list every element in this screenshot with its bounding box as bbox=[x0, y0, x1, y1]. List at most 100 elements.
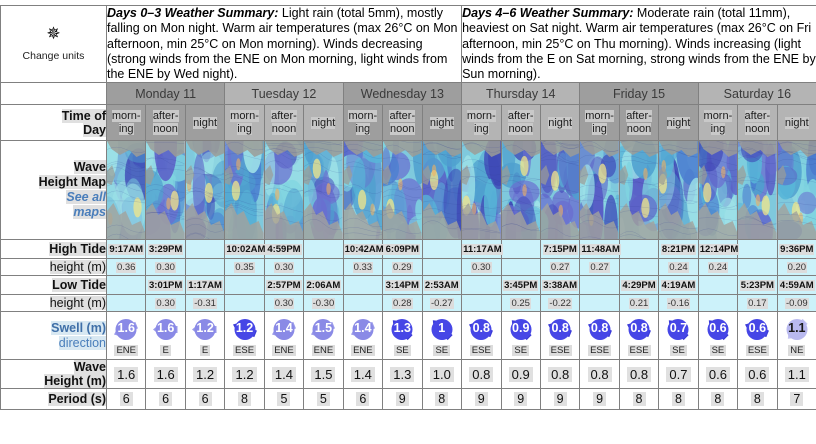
low-tide-time-cell-0 bbox=[105, 275, 147, 296]
low-tide-time-cell-7: 3:14PM bbox=[382, 275, 423, 296]
swell-direction-arrow-icon-3 bbox=[225, 315, 265, 344]
high-tide-time-cell-1: 3:29PM bbox=[145, 239, 186, 260]
wave-height-map-thumbnail-6[interactable] bbox=[342, 140, 384, 241]
swell-label: Swell (m) direction bbox=[0, 311, 107, 361]
day-header-0[interactable]: Monday 11 bbox=[105, 82, 226, 106]
swell-direction-value-16: ESE bbox=[745, 344, 769, 356]
wave-height-value-cell-3: 1.2 bbox=[224, 359, 265, 390]
wave-height-map-thumbnail-15[interactable] bbox=[697, 140, 739, 241]
low-tide-time-cell-16: 5:23PM bbox=[737, 275, 778, 296]
swell-arrow-container-12: 0.8 bbox=[580, 314, 618, 345]
wave-height-map-thumbnail-13[interactable] bbox=[618, 140, 660, 241]
low-tide-time-cell-17: 4:59AM bbox=[776, 275, 816, 296]
wave-height-map-thumbnail-0[interactable] bbox=[105, 140, 147, 241]
swell-arrow-container-6: 1.4 bbox=[344, 314, 382, 345]
wave-height-map-thumbnail-8[interactable] bbox=[421, 140, 463, 241]
wave-height-map-thumbnail-14[interactable] bbox=[658, 140, 699, 241]
period-label-text: Period (s) bbox=[48, 392, 106, 407]
period-value-cell-10: 9 bbox=[500, 388, 541, 411]
wave-height-map-thumbnail-12[interactable] bbox=[579, 140, 620, 241]
swell-height-value-10: 0.9 bbox=[512, 321, 530, 336]
high-tide-height-cell-9: 0.30 bbox=[461, 258, 502, 277]
swell-cell-2: 1.2 E bbox=[184, 311, 226, 361]
swell-height-value-15: 0.6 bbox=[709, 321, 727, 336]
swell-direction-arrow-icon-4 bbox=[264, 315, 304, 344]
low-tide-label-text: Low Tide bbox=[52, 278, 106, 293]
high-tide-height-cell-1: 0.30 bbox=[145, 258, 186, 277]
high-tide-height-cell-6: 0.33 bbox=[342, 258, 384, 277]
low-tide-time-cell-14: 4:19AM bbox=[658, 275, 699, 296]
low-tide-height-cell-8: -0.27 bbox=[421, 294, 463, 313]
see-all-maps-link-line1[interactable]: See all bbox=[66, 190, 106, 205]
time-of-day-label: Time of Day bbox=[0, 104, 107, 142]
wave-height-value-cell-5: 1.5 bbox=[303, 359, 344, 390]
swell-cell-4: 1.4 ENE bbox=[263, 311, 305, 361]
wave-height-value-cell-12: 0.8 bbox=[579, 359, 620, 390]
swell-arrow-container-11: 0.8 bbox=[541, 314, 579, 345]
wave-height-map-thumbnail-3[interactable] bbox=[224, 140, 265, 241]
wave-height-map-thumbnail-17[interactable] bbox=[776, 140, 816, 241]
period-value-cell-13: 8 bbox=[618, 388, 660, 411]
day-header-4[interactable]: Friday 15 bbox=[579, 82, 699, 106]
swell-direction-value-9: ESE bbox=[469, 344, 493, 356]
swell-arrow-container-0: 1.6 bbox=[107, 314, 145, 345]
time-of-day-cell-15: morn-ing bbox=[697, 104, 739, 142]
wave-height-label-line1: Wave bbox=[73, 360, 106, 375]
period-value-cell-7: 9 bbox=[382, 388, 423, 411]
low-tide-height-cell-15 bbox=[697, 294, 739, 313]
high-tide-time-cell-4: 4:59PM bbox=[263, 239, 305, 260]
wave-height-map-thumbnail-16[interactable] bbox=[737, 140, 778, 241]
swell-height-value-12: 0.8 bbox=[590, 321, 609, 336]
swell-height-value-0: 1.6 bbox=[117, 321, 135, 336]
wave-height-map-thumbnail-4[interactable] bbox=[263, 140, 305, 241]
swell-height-value-6: 1.4 bbox=[354, 321, 372, 336]
wave-height-map-thumbnail-5[interactable] bbox=[303, 140, 344, 241]
change-units-label: Change units bbox=[22, 50, 85, 63]
day-header-3[interactable]: Thursday 14 bbox=[461, 82, 581, 106]
time-of-day-cell-12: morn-ing bbox=[579, 104, 620, 142]
low-tide-height-cell-1: 0.30 bbox=[145, 294, 186, 313]
wave-height-map-thumbnail-1[interactable] bbox=[145, 140, 186, 241]
wave-height-map-thumbnail-7[interactable] bbox=[382, 140, 423, 241]
wave-height-map-thumbnail-2[interactable] bbox=[184, 140, 226, 241]
high-tide-time-cell-16 bbox=[737, 239, 778, 260]
swell-direction-value-1: E bbox=[160, 344, 171, 356]
high-tide-time-cell-14: 8:21PM bbox=[658, 239, 699, 260]
low-tide-row: Low Tide 3:01PM 1:17AM 2:57PM 2:06AM 3:14PM 2… bbox=[0, 275, 816, 296]
swell-arrow-container-1: 1.6 bbox=[146, 314, 184, 345]
time-of-day-cell-9: morn-ing bbox=[461, 104, 502, 142]
wave-height-map-thumbnail-9[interactable] bbox=[461, 140, 502, 241]
high-tide-time-cell-11: 7:15PM bbox=[539, 239, 581, 260]
high-tide-time-cell-2 bbox=[184, 239, 226, 260]
high-tide-height-cell-0: 0.36 bbox=[105, 258, 147, 277]
swell-arrow-container-2: 1.2 bbox=[186, 314, 224, 345]
low-tide-time-cell-8: 2:53AM bbox=[421, 275, 463, 296]
period-value-cell-9: 9 bbox=[461, 388, 502, 411]
wave-height-map-thumbnail-11[interactable] bbox=[539, 140, 581, 241]
swell-direction-arrow-icon-8 bbox=[422, 315, 462, 344]
forecast-table: ✵ Change units Days 0–3 Weather Summary:… bbox=[0, 4, 816, 411]
time-of-day-label-line2: Day bbox=[83, 122, 106, 137]
swell-height-value-9: 0.8 bbox=[472, 321, 490, 336]
day-header-2[interactable]: Wednesday 13 bbox=[342, 82, 463, 106]
swell-height-value-13: 0.8 bbox=[630, 321, 648, 336]
change-units-cell[interactable]: ✵ Change units bbox=[0, 4, 107, 84]
swell-direction-value-13: ESE bbox=[627, 344, 651, 356]
swell-direction-arrow-icon-7 bbox=[382, 315, 422, 344]
swell-direction-value-10: SE bbox=[512, 344, 530, 356]
time-of-day-cell-11: night bbox=[539, 104, 581, 142]
time-of-day-cell-8: night bbox=[421, 104, 463, 142]
wave-height-value-cell-8: 1.0 bbox=[421, 359, 463, 390]
low-tide-time-cell-6 bbox=[342, 275, 384, 296]
swell-height-value-3: 1.2 bbox=[235, 321, 254, 336]
high-tide-height-label: height (m) bbox=[0, 258, 107, 277]
low-tide-height-cell-17: -0.09 bbox=[776, 294, 816, 313]
see-all-maps-link-line2[interactable]: maps bbox=[73, 205, 106, 220]
day-header-1[interactable]: Tuesday 12 bbox=[224, 82, 344, 106]
wave-height-label-line2: Height (m) bbox=[44, 374, 106, 389]
wave-height-map-thumbnail-10[interactable] bbox=[500, 140, 541, 241]
low-tide-height-row: height (m) 0.30 -0.31 0.30 -0.30 0.28 -0.27 0.… bbox=[0, 294, 816, 313]
swell-cell-0: 1.6 ENE bbox=[105, 311, 147, 361]
day-header-5[interactable]: Saturday 16 bbox=[697, 82, 816, 106]
high-tide-time-cell-6: 10:42AM bbox=[342, 239, 385, 260]
